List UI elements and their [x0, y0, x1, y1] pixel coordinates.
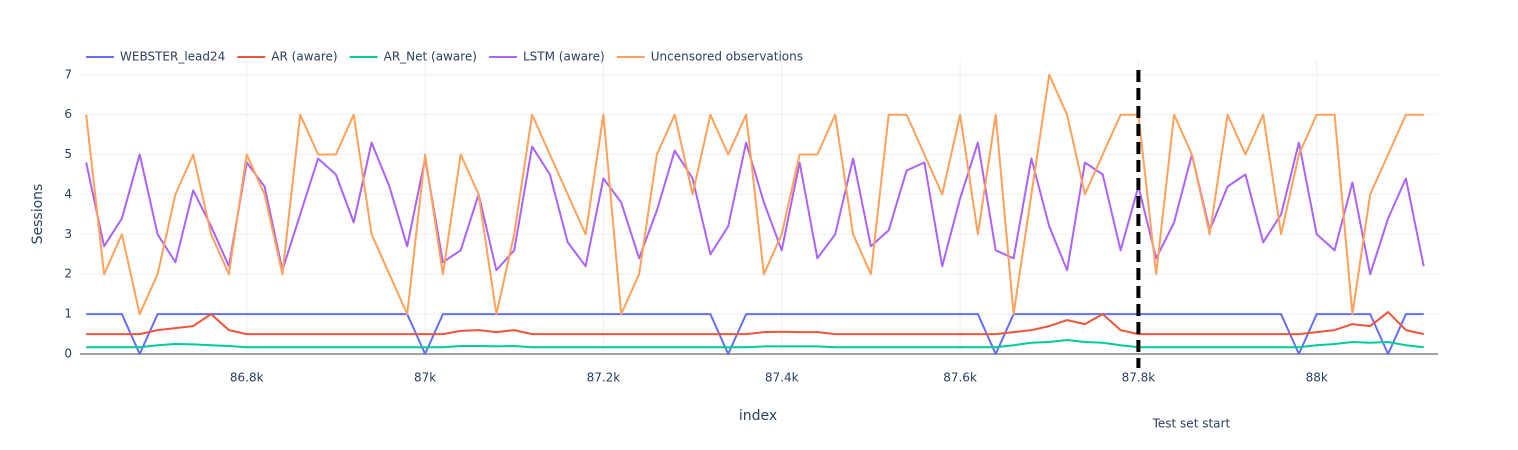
y-tick-label: 1 [64, 307, 72, 321]
x-axis-title: index [739, 408, 777, 424]
x-tick-label: 88k [1306, 371, 1328, 385]
legend-label: Uncensored observations [651, 50, 803, 64]
x-tick-label: 86.8k [230, 371, 264, 385]
y-axis-title: Sessions [30, 184, 46, 245]
y-tick-label: 6 [64, 107, 72, 121]
x-tick-label: 87.8k [1122, 371, 1156, 385]
x-tick-label: 87k [414, 371, 436, 385]
series-line [85, 73, 1424, 316]
legend-label: AR (aware) [271, 50, 337, 64]
series-line [86, 311, 1424, 336]
series-line [85, 141, 1425, 276]
series-line [86, 339, 1424, 349]
y-tick-label: 2 [64, 267, 72, 281]
y-tick-label: 4 [64, 187, 72, 201]
legend-label: WEBSTER_lead24 [120, 50, 225, 64]
y-tick-label: 3 [64, 227, 72, 241]
legend-label: AR_Net (aware) [384, 50, 477, 64]
y-tick-label: 0 [64, 347, 72, 361]
x-tick-label: 87.2k [587, 371, 621, 385]
x-tick-label: 87.6k [943, 371, 977, 385]
x-tick-label: 87.4k [765, 371, 799, 385]
series-line [86, 313, 1424, 355]
test-start-label: Test set start [1152, 417, 1231, 431]
y-tick-label: 5 [64, 147, 72, 161]
y-tick-label: 7 [64, 67, 72, 81]
legend-label: LSTM (aware) [523, 50, 605, 64]
